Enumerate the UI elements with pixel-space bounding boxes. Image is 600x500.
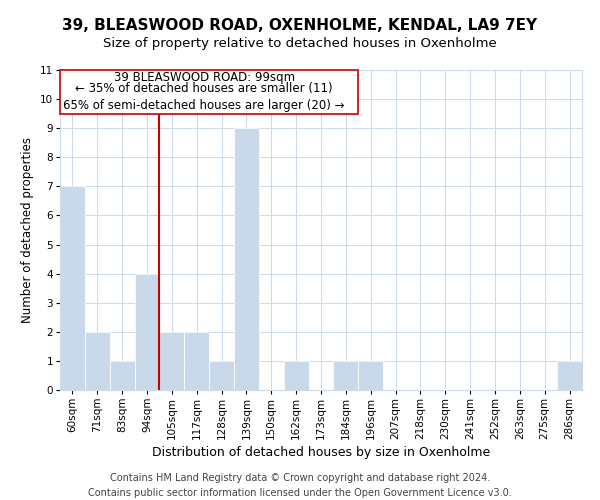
Y-axis label: Number of detached properties: Number of detached properties (21, 137, 34, 323)
Bar (134, 274, 160, 390)
Bar (284, 361, 308, 390)
X-axis label: Distribution of detached houses by size in Oxenholme: Distribution of detached houses by size … (152, 446, 490, 459)
Text: Size of property relative to detached houses in Oxenholme: Size of property relative to detached ho… (103, 38, 497, 51)
Bar (209, 361, 234, 390)
Text: 39 BLEASWOOD ROAD: 99sqm: 39 BLEASWOOD ROAD: 99sqm (113, 71, 295, 84)
Bar (358, 361, 383, 390)
Bar (557, 361, 582, 390)
Bar (85, 332, 110, 390)
Bar (234, 128, 259, 390)
Bar (184, 332, 209, 390)
Bar (334, 361, 358, 390)
FancyBboxPatch shape (60, 70, 358, 114)
Bar (60, 186, 85, 390)
Bar (160, 332, 184, 390)
Text: 65% of semi-detached houses are larger (20) →: 65% of semi-detached houses are larger (… (64, 99, 345, 112)
Text: ← 35% of detached houses are smaller (11): ← 35% of detached houses are smaller (11… (76, 82, 333, 96)
Bar (110, 361, 134, 390)
Text: Contains HM Land Registry data © Crown copyright and database right 2024.
Contai: Contains HM Land Registry data © Crown c… (88, 472, 512, 498)
Text: 39, BLEASWOOD ROAD, OXENHOLME, KENDAL, LA9 7EY: 39, BLEASWOOD ROAD, OXENHOLME, KENDAL, L… (62, 18, 538, 32)
